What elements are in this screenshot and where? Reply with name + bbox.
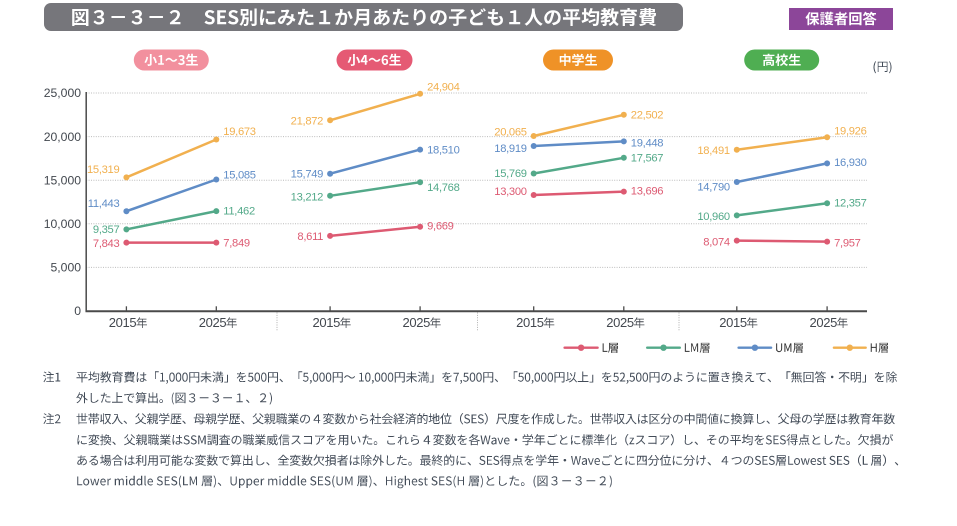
- svg-text:15,319: 15,319: [87, 164, 119, 176]
- svg-text:13,300: 13,300: [494, 186, 526, 198]
- svg-text:2025: 2025: [606, 315, 634, 330]
- svg-text:16,930: 16,930: [834, 157, 866, 169]
- svg-text:0: 0: [74, 304, 81, 318]
- svg-text:22,502: 22,502: [631, 109, 663, 121]
- svg-text:20,000: 20,000: [44, 130, 81, 144]
- svg-text:13,212: 13,212: [291, 191, 323, 203]
- svg-text:19,448: 19,448: [631, 137, 663, 149]
- svg-text:15,085: 15,085: [223, 169, 255, 181]
- svg-text:21,872: 21,872: [291, 116, 323, 128]
- svg-text:2025: 2025: [199, 315, 227, 330]
- svg-text:15,749: 15,749: [291, 169, 323, 181]
- svg-text:15,769: 15,769: [494, 168, 526, 180]
- svg-text:19,926: 19,926: [834, 125, 866, 137]
- svg-text:2015: 2015: [313, 315, 341, 330]
- svg-text:15,000: 15,000: [44, 173, 81, 187]
- svg-text:2015: 2015: [109, 315, 137, 330]
- svg-text:2015: 2015: [719, 315, 747, 330]
- svg-text:8,611: 8,611: [297, 231, 323, 243]
- svg-text:9,669: 9,669: [427, 220, 454, 232]
- svg-text:2025: 2025: [810, 315, 838, 330]
- svg-text:7,849: 7,849: [223, 238, 250, 250]
- svg-text:18,919: 18,919: [494, 143, 526, 155]
- svg-text:25,000: 25,000: [44, 86, 81, 100]
- svg-text:5,000: 5,000: [51, 261, 82, 275]
- svg-text:14,768: 14,768: [427, 182, 459, 194]
- svg-text:10,960: 10,960: [697, 211, 729, 223]
- svg-text:12,357: 12,357: [834, 198, 866, 210]
- svg-text:2025: 2025: [403, 315, 431, 330]
- svg-text:19,673: 19,673: [223, 126, 255, 138]
- svg-text:11,443: 11,443: [88, 198, 120, 210]
- svg-text:13,696: 13,696: [631, 186, 663, 198]
- svg-text:24,904: 24,904: [427, 82, 459, 94]
- svg-text:18,510: 18,510: [427, 144, 459, 156]
- svg-text:8,074: 8,074: [703, 236, 730, 248]
- svg-text:11,462: 11,462: [223, 206, 255, 218]
- svg-text:2015: 2015: [516, 315, 544, 330]
- svg-text:18,491: 18,491: [697, 145, 729, 157]
- svg-text:7,957: 7,957: [834, 237, 861, 249]
- svg-text:14,790: 14,790: [697, 182, 729, 194]
- svg-text:10,000: 10,000: [44, 217, 81, 231]
- svg-text:20,065: 20,065: [494, 126, 526, 138]
- svg-text:7,843: 7,843: [93, 238, 120, 250]
- svg-text:17,567: 17,567: [631, 153, 663, 165]
- svg-text:9,357: 9,357: [93, 224, 120, 236]
